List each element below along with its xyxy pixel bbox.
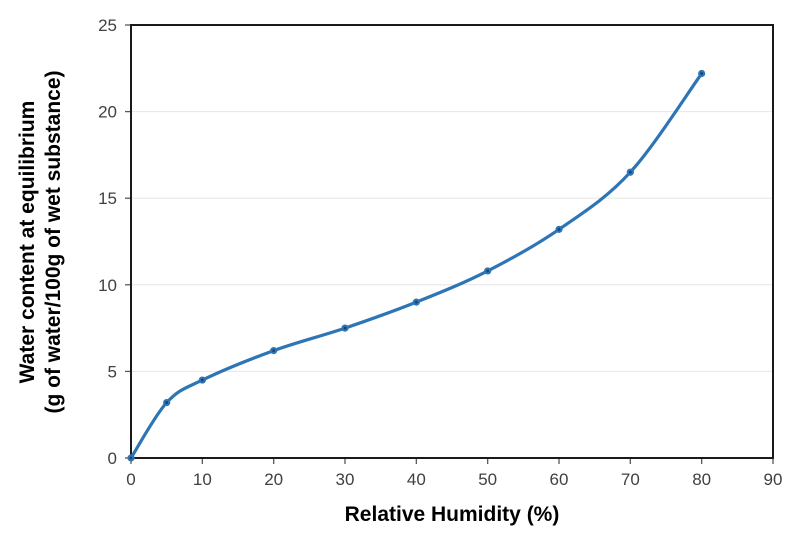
data-point-center-10 [200, 378, 204, 382]
data-point-center-50 [486, 269, 490, 273]
data-point-center-40 [414, 300, 418, 304]
x-tick-label-50: 50 [478, 470, 497, 489]
y-tick-label-0: 0 [108, 449, 117, 468]
x-tick-label-20: 20 [264, 470, 283, 489]
plot-border [130, 24, 774, 459]
x-tick-label-70: 70 [621, 470, 640, 489]
data-point-center-70 [628, 170, 632, 174]
y-tick-label-20: 20 [98, 103, 117, 122]
x-tick-label-90: 90 [764, 470, 783, 489]
series-line [129, 71, 704, 460]
data-point-center-30 [343, 326, 347, 330]
y-tick-label-25: 25 [98, 16, 117, 35]
y-tick-label-5: 5 [108, 362, 117, 381]
data-point-center-5 [165, 401, 169, 404]
x-tick-label-10: 10 [193, 470, 212, 489]
x-tick-label-80: 80 [692, 470, 711, 489]
data-point-center-20 [272, 349, 276, 353]
x-tick-label-0: 0 [126, 470, 135, 489]
x-tick-label-30: 30 [336, 470, 355, 489]
x-tick-label-60: 60 [550, 470, 569, 489]
y-axis-title-line1: Water content at equilibrium [16, 100, 39, 384]
data-point-center-60 [557, 227, 561, 231]
x-axis-title: Relative Humidity (%) [344, 503, 560, 526]
data-point-center-0 [129, 456, 133, 460]
x-tick-label-40: 40 [407, 470, 426, 489]
y-tick-label-10: 10 [98, 276, 117, 295]
y-axis-title: Water content at equilibrium (g of water… [15, 70, 67, 413]
y-tick-label-15: 15 [98, 189, 117, 208]
y-axis-title-line2: (g of water/100g of wet substance) [42, 70, 65, 414]
data-point-center-80 [700, 72, 704, 75]
